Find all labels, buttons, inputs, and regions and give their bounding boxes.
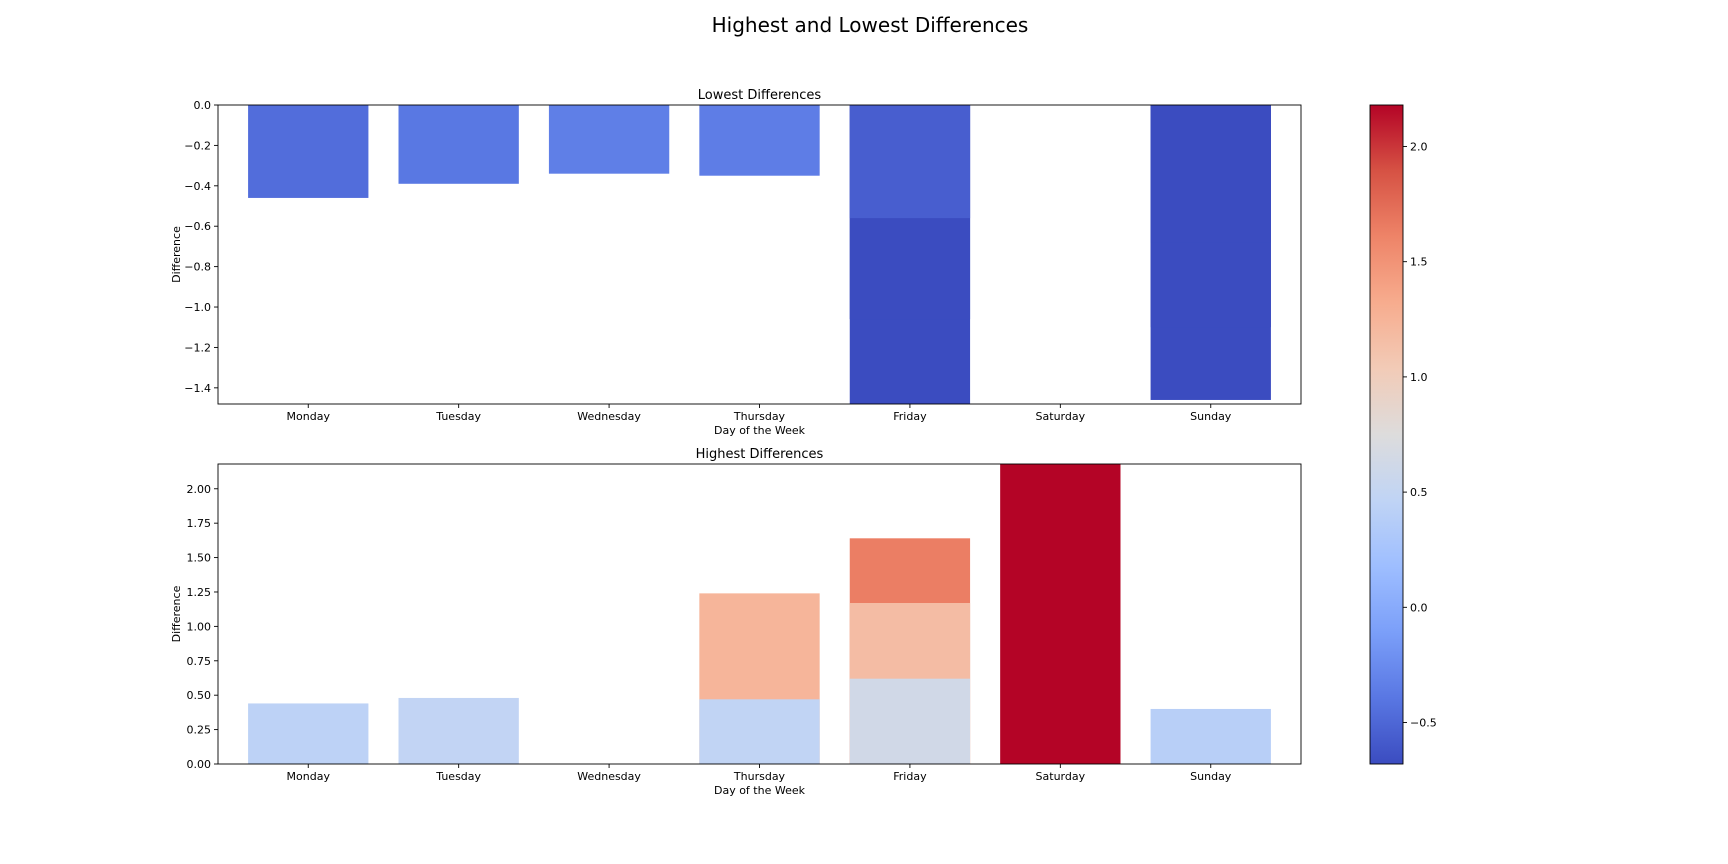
lowest-bar-monday	[248, 105, 369, 198]
lowest-xtick-label: Sunday	[1190, 410, 1232, 423]
lowest-bar-thursday	[699, 105, 820, 176]
highest-bar-monday	[248, 703, 369, 764]
lowest-bar-sunday	[1150, 105, 1271, 243]
highest-xtick-label: Thursday	[733, 770, 786, 783]
colorbar-tick-label: 1.0	[1410, 371, 1428, 384]
highest-xtick-label: Friday	[893, 770, 927, 783]
lowest-bar-wednesday	[548, 105, 670, 174]
highest-ytick-label: 1.75	[187, 517, 212, 530]
colorbar-gradient	[1370, 105, 1403, 764]
highest-bar-sunday	[1150, 708, 1271, 764]
figure-title: Highest and Lowest Differences	[712, 13, 1029, 37]
lowest-x-axis-label: Day of the Week	[714, 424, 806, 437]
lowest-ytick-label: −1.4	[184, 382, 211, 395]
colorbar-tick-label: 1.5	[1410, 256, 1428, 269]
lowest-differences-chart: 0.0 −0.2 −0.4 −0.6 −0.8 −1.0 −1.2 −1.4 Monday Tue…	[170, 88, 1302, 437]
highest-x-axis-label: Day of the Week	[714, 784, 806, 797]
lowest-chart-title: Lowest Differences	[698, 88, 822, 103]
highest-ytick-label: 0.75	[187, 655, 212, 668]
highest-ytick-label: 1.25	[187, 586, 212, 599]
lowest-ytick-label: 0.0	[194, 99, 212, 112]
lowest-xtick-label: Monday	[287, 410, 331, 423]
highest-differences-chart: 0.00 0.25 0.50 0.75 1.00 1.25 1.50 1.75 2.00 Mond…	[170, 447, 1302, 797]
highest-xtick-label: Wednesday	[577, 770, 641, 783]
highest-xtick-label: Saturday	[1036, 770, 1086, 783]
colorbar-frame	[1369, 104, 1404, 765]
lowest-xtick-label: Saturday	[1036, 410, 1086, 423]
lowest-bar-friday	[849, 105, 971, 219]
highest-y-axis-label: Difference	[170, 585, 183, 642]
highest-bar-thursday	[699, 699, 820, 764]
lowest-xtick-label: Wednesday	[577, 410, 641, 423]
highest-xtick-label: Sunday	[1190, 770, 1232, 783]
highest-bar-tuesday	[398, 697, 519, 764]
highest-ytick-label: 0.00	[187, 758, 212, 771]
lowest-ytick-label: −0.6	[184, 220, 211, 233]
lowest-xtick-label: Friday	[893, 410, 927, 423]
colorbar-tick-label: 0.5	[1410, 486, 1428, 499]
lowest-ytick-label: −1.0	[184, 301, 211, 314]
lowest-ytick-label: −0.8	[184, 261, 211, 274]
lowest-xtick-label: Tuesday	[435, 410, 481, 423]
highest-ytick-label: 0.25	[187, 724, 212, 737]
highest-ytick-label: 0.50	[187, 689, 212, 702]
highest-xtick-label: Tuesday	[435, 770, 481, 783]
lowest-ytick-label: −1.2	[184, 341, 211, 354]
lowest-xtick-label: Thursday	[733, 410, 786, 423]
highest-ytick-label: 1.00	[187, 620, 212, 633]
highest-ytick-label: 1.50	[187, 552, 212, 565]
highest-xtick-label: Monday	[287, 770, 331, 783]
colorbar: −0.5 0.0 0.5 1.0 1.5 2.0	[1369, 104, 1437, 765]
lowest-y-axis-label: Difference	[170, 226, 183, 283]
highest-bar-friday	[849, 678, 971, 764]
highest-chart-title: Highest Differences	[696, 447, 824, 462]
lowest-bar-tuesday	[398, 105, 519, 184]
colorbar-tick-label: 0.0	[1410, 601, 1428, 614]
colorbar-tick-label: −0.5	[1410, 717, 1437, 730]
colorbar-tick-label: 2.0	[1410, 140, 1428, 153]
lowest-ytick-label: −0.4	[184, 180, 211, 193]
highest-bar-saturday	[1000, 464, 1121, 764]
lowest-ytick-label: −0.2	[184, 139, 211, 152]
highest-ytick-label: 2.00	[187, 483, 212, 496]
